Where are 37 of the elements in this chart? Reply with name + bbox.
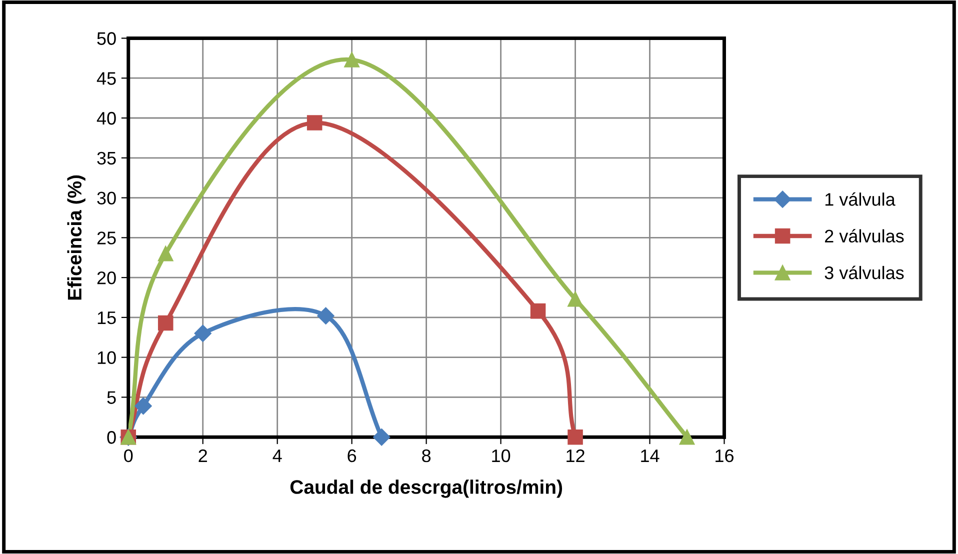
y-tick-label: 20 bbox=[97, 271, 116, 284]
legend-label: 2 válvulas bbox=[825, 229, 904, 243]
point bbox=[568, 291, 583, 307]
y-tick-label: 30 bbox=[97, 192, 116, 204]
point bbox=[306, 115, 322, 130]
y-tick-label: 5 bbox=[107, 391, 116, 404]
x-tick-label: 12 bbox=[566, 449, 584, 462]
x-tick-label: 6 bbox=[348, 449, 356, 462]
point bbox=[568, 429, 583, 445]
y-tick-label: 50 bbox=[97, 32, 116, 45]
x-tick-label: 2 bbox=[198, 449, 207, 462]
y-tick-label: 35 bbox=[97, 152, 116, 165]
point bbox=[158, 246, 174, 262]
point bbox=[530, 303, 546, 319]
x-tick-label: 4 bbox=[272, 450, 282, 462]
legend-label: 1 válvula bbox=[825, 192, 896, 206]
point bbox=[679, 429, 695, 445]
x-tick-label: 14 bbox=[641, 450, 660, 462]
x-tick-label: 10 bbox=[492, 449, 510, 462]
y-tick-label: 45 bbox=[96, 72, 116, 85]
x-tick-label: 8 bbox=[422, 449, 431, 462]
y-axis-title: Eficeincia (%) bbox=[67, 175, 86, 300]
x-tick-label: 16 bbox=[716, 449, 734, 462]
point bbox=[344, 52, 360, 68]
y-tick-label: 0 bbox=[107, 431, 116, 444]
y-tick-label: 15 bbox=[98, 312, 116, 324]
point bbox=[194, 324, 212, 342]
x-tick-label: 0 bbox=[124, 449, 133, 462]
x-axis-title: Caudal de descrga(litros/min) bbox=[290, 480, 562, 498]
point bbox=[134, 397, 152, 415]
point bbox=[373, 428, 390, 446]
y-tick-label: 10 bbox=[98, 351, 116, 364]
legend-label: 3 válvulas bbox=[824, 266, 904, 280]
point bbox=[317, 307, 334, 324]
y-tick-label: 25 bbox=[97, 232, 116, 244]
y-tick-label: 40 bbox=[96, 112, 116, 125]
point bbox=[158, 315, 174, 331]
